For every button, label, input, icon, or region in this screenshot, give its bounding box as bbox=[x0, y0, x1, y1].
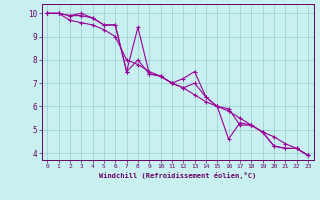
X-axis label: Windchill (Refroidissement éolien,°C): Windchill (Refroidissement éolien,°C) bbox=[99, 172, 256, 179]
